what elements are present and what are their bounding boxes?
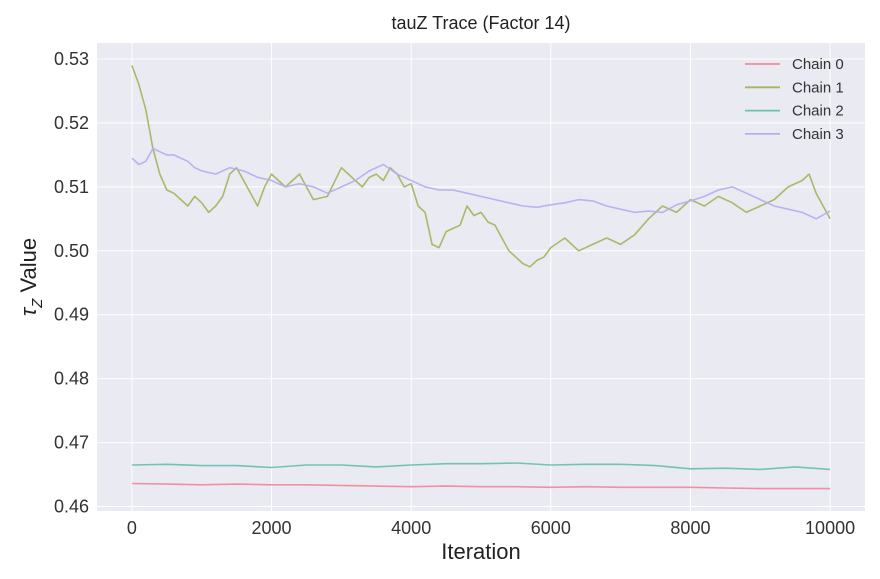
series-line-chain-0 xyxy=(131,482,831,490)
x-tick-label: 2000 xyxy=(252,518,292,538)
x-tick-label: 10000 xyxy=(805,518,855,538)
legend: Chain 0 Chain 1 Chain 2 Chain 3 xyxy=(745,56,844,143)
x-tick-label: 0 xyxy=(127,518,137,538)
y-axis-label-subscript: Z xyxy=(29,298,46,309)
x-tick-label: 4000 xyxy=(391,518,431,538)
x-tick-label: 6000 xyxy=(531,518,571,538)
y-tick-label: 0.49 xyxy=(54,305,89,325)
y-axis-label: τZ Value xyxy=(16,238,46,316)
series-line-chain-1 xyxy=(131,65,831,268)
x-axis-label: Iteration xyxy=(441,539,521,564)
y-tick-label: 0.50 xyxy=(54,241,89,261)
y-tick-label: 0.53 xyxy=(54,49,89,69)
series-lines xyxy=(131,65,831,490)
legend-label: Chain 3 xyxy=(792,126,844,143)
series-line-chain-3 xyxy=(131,147,831,220)
y-tick-label: 0.48 xyxy=(54,369,89,389)
legend-label: Chain 1 xyxy=(792,79,844,96)
y-axis-label-text: Value xyxy=(16,238,41,299)
y-tick-label: 0.47 xyxy=(54,433,89,453)
x-tick-label: 8000 xyxy=(670,518,710,538)
plot-area xyxy=(97,43,865,511)
y-tick-label: 0.52 xyxy=(54,113,89,133)
y-tick-label: 0.46 xyxy=(54,497,89,517)
y-tick-label: 0.51 xyxy=(54,177,89,197)
legend-label: Chain 2 xyxy=(792,103,844,120)
legend-label: Chain 0 xyxy=(792,56,844,73)
chart-title: tauZ Trace (Factor 14) xyxy=(391,13,570,33)
tick-labels: 0 2000 4000 6000 8000 10000 0.46 0.47 0.48 0.49 0.… xyxy=(54,49,855,538)
y-axis-label-symbol: τ xyxy=(16,306,41,316)
series-line-chain-2 xyxy=(131,462,831,471)
